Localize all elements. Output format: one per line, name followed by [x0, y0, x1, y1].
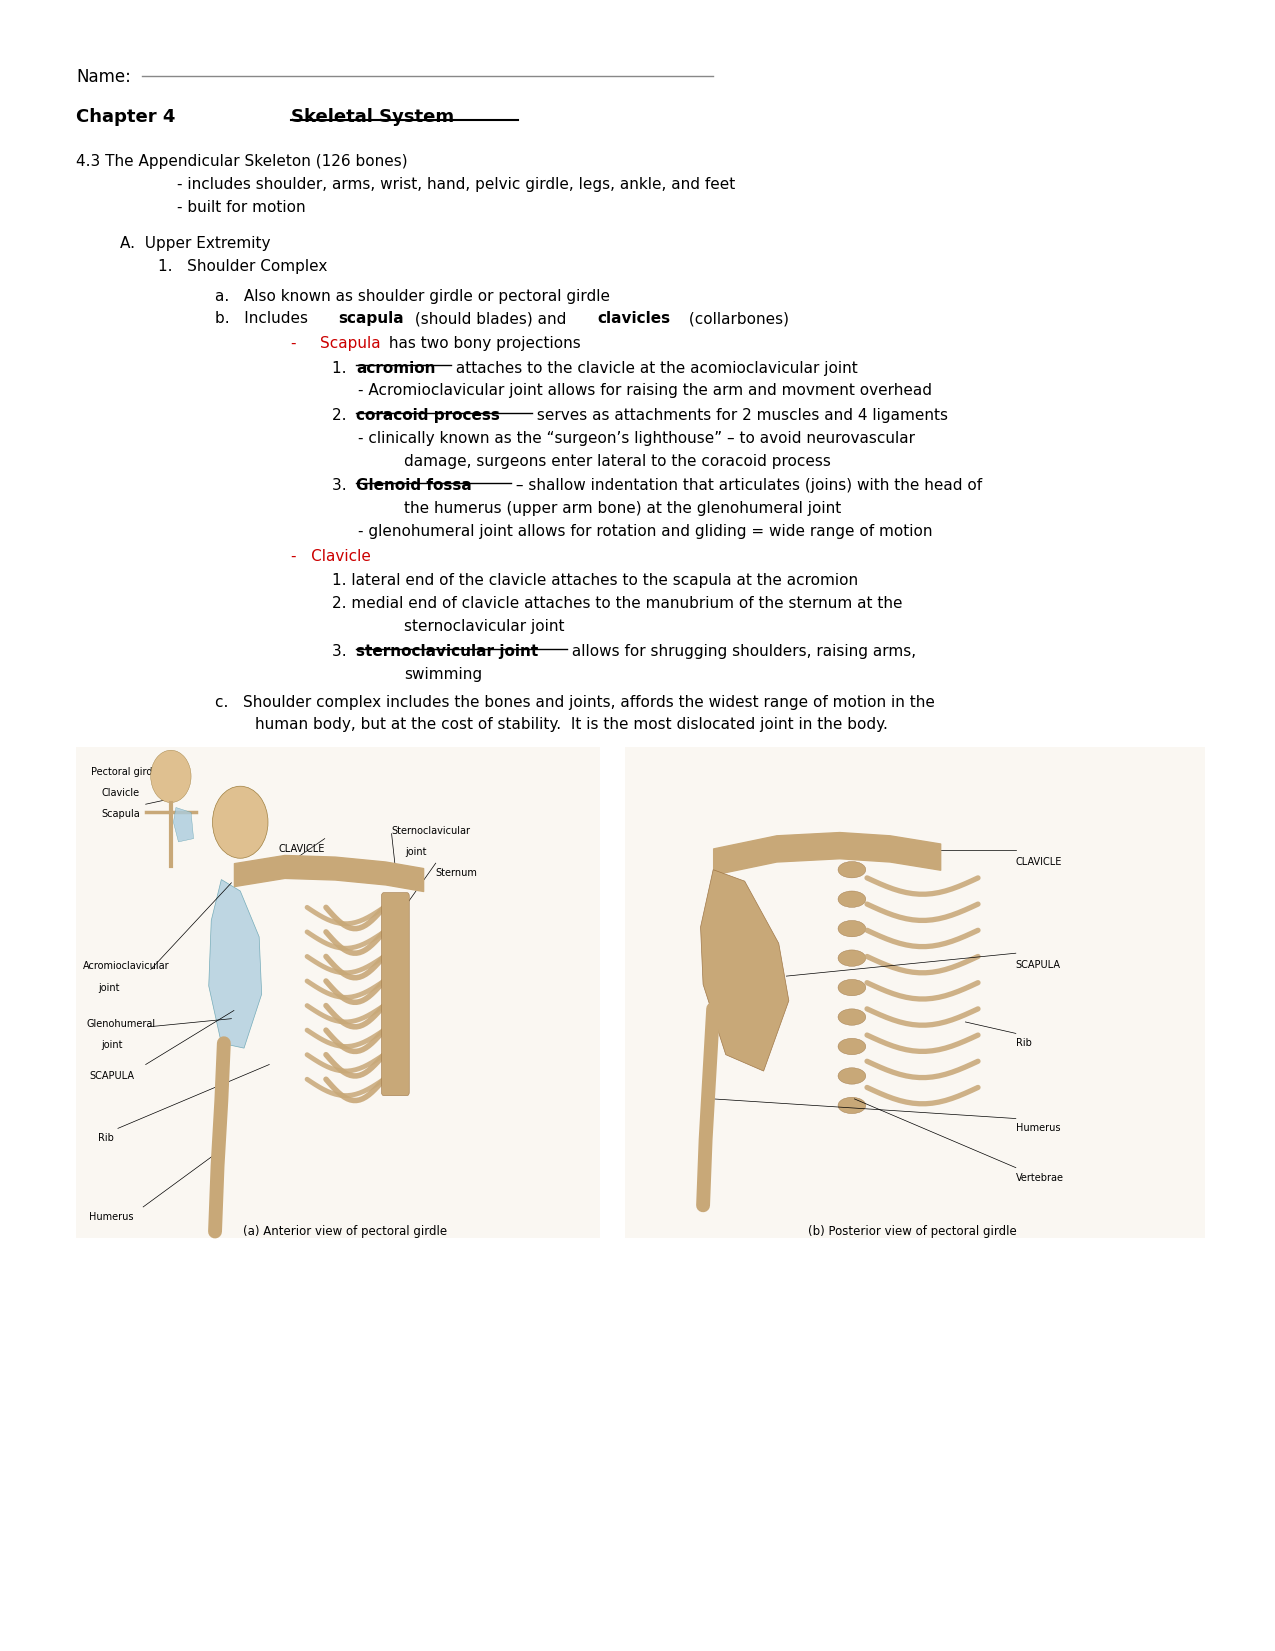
Text: - includes shoulder, arms, wrist, hand, pelvic girdle, legs, ankle, and feet: - includes shoulder, arms, wrist, hand, …: [177, 177, 736, 192]
Text: - built for motion: - built for motion: [177, 200, 306, 215]
Text: – shallow indentation that articulates (joins) with the head of: – shallow indentation that articulates (…: [511, 479, 983, 494]
Ellipse shape: [838, 1068, 866, 1085]
Ellipse shape: [838, 1098, 866, 1114]
Text: has two bony projections: has two bony projections: [384, 337, 581, 352]
Text: Vertebrae: Vertebrae: [1016, 1172, 1063, 1182]
Polygon shape: [700, 870, 789, 1071]
Text: sternoclavicular joint: sternoclavicular joint: [404, 619, 565, 634]
Text: 1.: 1.: [333, 360, 352, 375]
Text: CLAVICLE: CLAVICLE: [278, 844, 324, 854]
Text: c.   Shoulder complex includes the bones and joints, affords the widest range of: c. Shoulder complex includes the bones a…: [215, 695, 935, 710]
Text: Chapter 4: Chapter 4: [76, 109, 176, 127]
Ellipse shape: [838, 1009, 866, 1025]
Text: 2. medial end of clavicle attaches to the manubrium of the sternum at the: 2. medial end of clavicle attaches to th…: [333, 596, 903, 611]
Text: Glenoid fossa: Glenoid fossa: [356, 479, 472, 494]
Text: 4.3 The Appendicular Skeleton (126 bones): 4.3 The Appendicular Skeleton (126 bones…: [76, 154, 408, 170]
Text: sternoclavicular joint: sternoclavicular joint: [356, 644, 538, 659]
Text: allows for shrugging shoulders, raising arms,: allows for shrugging shoulders, raising …: [567, 644, 915, 659]
Text: joint: joint: [102, 1040, 122, 1050]
Text: 2.: 2.: [333, 408, 352, 423]
Text: 1.   Shoulder Complex: 1. Shoulder Complex: [158, 259, 328, 274]
Text: Sternoclavicular: Sternoclavicular: [391, 826, 470, 835]
Text: damage, surgeons enter lateral to the coracoid process: damage, surgeons enter lateral to the co…: [404, 454, 831, 469]
Circle shape: [213, 786, 268, 859]
Text: - Acromioclavicular joint allows for raising the arm and movment overhead: - Acromioclavicular joint allows for rai…: [357, 383, 932, 398]
Text: Skeletal System: Skeletal System: [291, 109, 454, 127]
Text: Clavicle: Clavicle: [102, 788, 140, 797]
Text: Sternum: Sternum: [436, 868, 478, 878]
Ellipse shape: [838, 949, 866, 966]
Ellipse shape: [838, 979, 866, 996]
Text: human body, but at the cost of stability.  It is the most dislocated joint in th: human body, but at the cost of stability…: [255, 718, 889, 733]
Text: clavicles: clavicles: [597, 312, 671, 327]
Text: scapula: scapula: [339, 312, 404, 327]
Text: swimming: swimming: [404, 667, 482, 682]
Text: Scapula: Scapula: [102, 809, 140, 819]
Text: Pectoral girdle:: Pectoral girdle:: [92, 766, 164, 776]
Text: Acromioclavicular: Acromioclavicular: [83, 961, 170, 971]
Text: SCAPULA: SCAPULA: [1016, 959, 1061, 969]
Text: Rib: Rib: [98, 1133, 113, 1142]
Text: - clinically known as the “surgeon’s lighthouse” – to avoid neurovascular: - clinically known as the “surgeon’s lig…: [357, 431, 914, 446]
Text: 3.: 3.: [333, 644, 352, 659]
Ellipse shape: [838, 921, 866, 936]
FancyBboxPatch shape: [381, 893, 409, 1096]
Text: - glenohumeral joint allows for rotation and gliding = wide range of motion: - glenohumeral joint allows for rotation…: [357, 525, 932, 540]
Text: attaches to the clavicle at the acomioclavicular joint: attaches to the clavicle at the acomiocl…: [451, 360, 858, 375]
Text: Humerus: Humerus: [89, 1212, 134, 1222]
Text: Glenohumeral: Glenohumeral: [87, 1019, 156, 1029]
Polygon shape: [173, 807, 194, 842]
Text: -: -: [291, 337, 311, 352]
Text: SCAPULA: SCAPULA: [89, 1071, 134, 1081]
Text: Name:: Name:: [76, 68, 131, 86]
Text: joint: joint: [98, 982, 120, 992]
Circle shape: [150, 750, 191, 802]
Text: 1. lateral end of the clavicle attaches to the scapula at the acromion: 1. lateral end of the clavicle attaches …: [333, 573, 858, 588]
Text: acromion: acromion: [356, 360, 436, 375]
Text: (collarbones): (collarbones): [685, 312, 789, 327]
Ellipse shape: [838, 892, 866, 908]
Ellipse shape: [838, 1038, 866, 1055]
Text: serves as attachments for 2 muscles and 4 ligaments: serves as attachments for 2 muscles and …: [532, 408, 947, 423]
Text: (a) Anterior view of pectoral girdle: (a) Anterior view of pectoral girdle: [242, 1225, 448, 1238]
Text: Scapula: Scapula: [320, 337, 380, 352]
FancyBboxPatch shape: [625, 746, 1205, 1238]
Ellipse shape: [838, 862, 866, 878]
Text: -   Clavicle: - Clavicle: [291, 548, 371, 565]
Text: CLAVICLE: CLAVICLE: [1016, 857, 1062, 867]
Text: (should blades) and: (should blades) and: [411, 312, 571, 327]
Text: Humerus: Humerus: [1016, 1123, 1061, 1134]
Text: coracoid process: coracoid process: [356, 408, 500, 423]
Text: A.  Upper Extremity: A. Upper Extremity: [120, 236, 272, 251]
Text: a.   Also known as shoulder girdle or pectoral girdle: a. Also known as shoulder girdle or pect…: [215, 289, 609, 304]
Text: the humerus (upper arm bone) at the glenohumeral joint: the humerus (upper arm bone) at the glen…: [404, 502, 842, 517]
Text: Rib: Rib: [1016, 1038, 1031, 1048]
Text: joint: joint: [405, 847, 427, 857]
Text: 3.: 3.: [333, 479, 352, 494]
Text: b.   Includes: b. Includes: [215, 312, 312, 327]
Text: (b) Posterior view of pectoral girdle: (b) Posterior view of pectoral girdle: [808, 1225, 1016, 1238]
Polygon shape: [209, 880, 261, 1048]
FancyBboxPatch shape: [76, 746, 599, 1238]
